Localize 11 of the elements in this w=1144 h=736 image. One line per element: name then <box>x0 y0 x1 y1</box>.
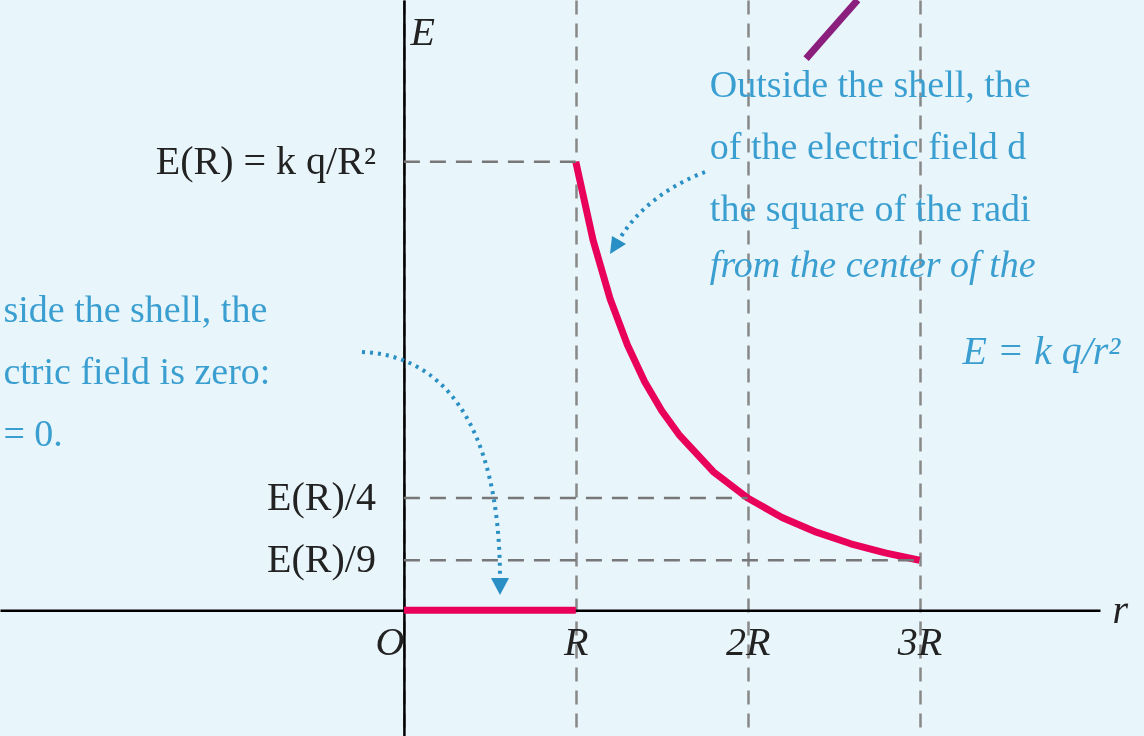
x-tick-label: 3R <box>896 618 943 664</box>
annotation: E = k q/r² <box>961 327 1122 373</box>
annotation: E(R) = k q/R² <box>155 137 376 183</box>
annotation: E(R)/9 <box>267 536 376 582</box>
y-axis-title: E <box>409 8 435 54</box>
x-tick-label: 2R <box>725 618 771 664</box>
x-tick-label: R <box>563 618 589 664</box>
annotation: E(R)/4 <box>267 473 376 519</box>
annotation: side the shell, the ctric field is zero: = 0. <box>3 287 271 454</box>
x-axis-title: r <box>1112 586 1129 632</box>
annotation: from the center of the <box>709 242 1036 285</box>
